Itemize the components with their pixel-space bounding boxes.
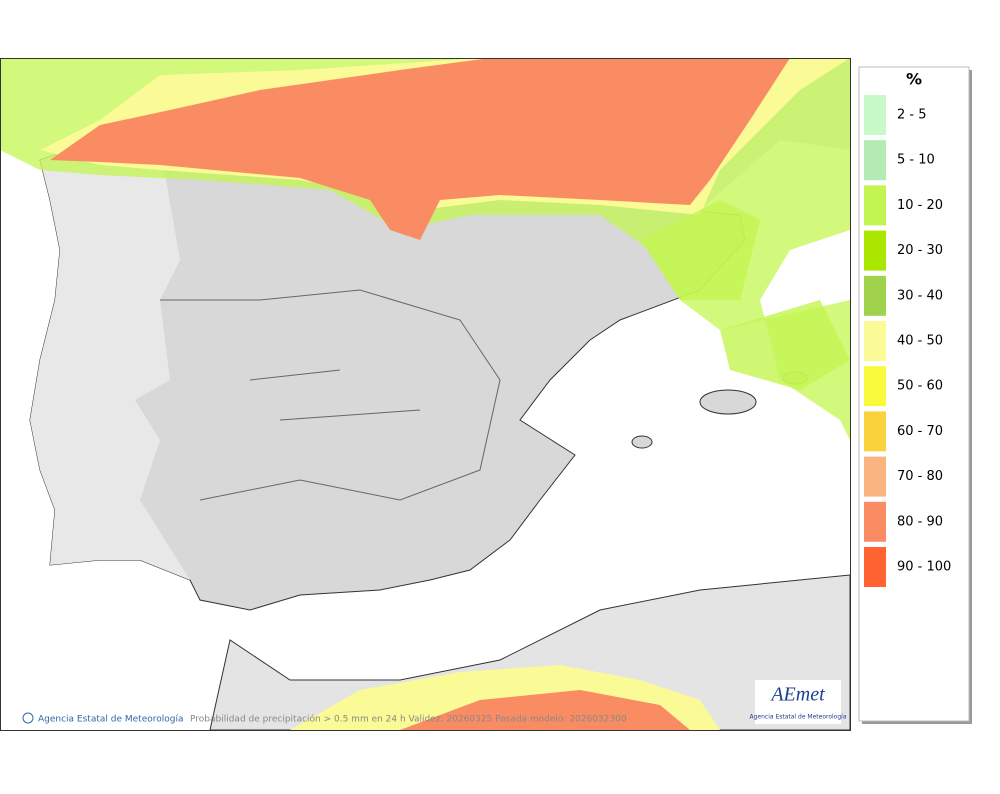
legend-label: 2 - 5 [897, 108, 927, 123]
precip-africa-80 [400, 690, 690, 730]
legend-label: 40 - 50 [897, 334, 943, 349]
logo-subtitle: Agencia Estatal de Meteorología [750, 714, 847, 721]
region-borders [160, 289, 501, 501]
legend-swatch [864, 321, 886, 361]
copyright-icon [22, 712, 34, 724]
legend-swatch [864, 547, 886, 587]
legend-label: 90 - 100 [897, 560, 951, 575]
legend-label: 10 - 20 [897, 198, 943, 213]
precip-80-90 [50, 58, 790, 240]
legend-label: 30 - 40 [897, 288, 943, 303]
legend-items: 2 - 5 5 - 10 10 - 20 20 - 30 30 - 40 40 - 50 5… [864, 95, 951, 587]
legend-swatch [864, 366, 886, 407]
caption: Probabilidad de precipitación > 0.5 mm e… [190, 714, 627, 725]
map [0, 58, 850, 730]
precip-east [640, 200, 850, 390]
legend-title: % [906, 70, 922, 89]
logo-name: AEmet [769, 684, 825, 706]
legend-label: 50 - 60 [897, 379, 943, 394]
legend-swatch [864, 501, 886, 542]
legend-swatch [864, 230, 886, 271]
legend-swatch [864, 140, 886, 181]
legend-swatch [864, 185, 886, 226]
legend-label: 20 - 30 [897, 243, 943, 258]
land-portugal [30, 140, 190, 580]
legend-label: 60 - 70 [897, 424, 943, 439]
legend-label: 80 - 90 [897, 514, 943, 529]
map-frame [0, 58, 851, 731]
copyright: Agencia Estatal de Meteorología [38, 715, 184, 725]
legend-label: 70 - 80 [897, 469, 943, 484]
legend-swatch [864, 95, 886, 135]
ibiza [631, 435, 653, 449]
legend-swatch [864, 411, 886, 452]
legend-label: 5 - 10 [897, 153, 935, 168]
legend-swatch [864, 275, 886, 316]
logo-box [755, 680, 841, 724]
legend-swatch [864, 456, 886, 497]
mallorca [699, 389, 757, 415]
